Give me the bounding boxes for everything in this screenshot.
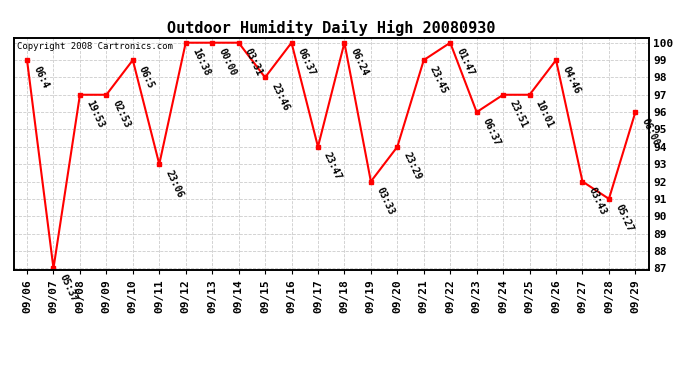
Text: 02:53: 02:53 bbox=[110, 99, 132, 130]
Text: 23:06: 23:06 bbox=[164, 168, 185, 199]
Text: 03:31: 03:31 bbox=[243, 47, 264, 78]
Text: 23:46: 23:46 bbox=[269, 82, 290, 112]
Text: Copyright 2008 Cartronics.com: Copyright 2008 Cartronics.com bbox=[17, 42, 173, 51]
Text: 16:38: 16:38 bbox=[190, 47, 211, 78]
Text: 04:46: 04:46 bbox=[560, 64, 582, 95]
Text: 06:24: 06:24 bbox=[348, 47, 370, 78]
Text: 05:27: 05:27 bbox=[613, 203, 635, 234]
Text: 03:43: 03:43 bbox=[586, 186, 608, 216]
Text: 19:53: 19:53 bbox=[84, 99, 106, 130]
Text: 06:4: 06:4 bbox=[31, 64, 50, 90]
Text: 23:45: 23:45 bbox=[428, 64, 449, 95]
Title: Outdoor Humidity Daily High 20080930: Outdoor Humidity Daily High 20080930 bbox=[167, 20, 495, 36]
Text: 00:00: 00:00 bbox=[217, 47, 238, 78]
Text: 06:37: 06:37 bbox=[481, 116, 502, 147]
Text: 06:5: 06:5 bbox=[137, 64, 156, 90]
Text: 06:37: 06:37 bbox=[296, 47, 317, 78]
Text: 23:51: 23:51 bbox=[507, 99, 529, 130]
Text: 10:01: 10:01 bbox=[534, 99, 555, 130]
Text: 23:29: 23:29 bbox=[402, 151, 423, 182]
Text: 06:00: 06:00 bbox=[640, 116, 661, 147]
Text: 23:47: 23:47 bbox=[322, 151, 344, 182]
Text: 05:37: 05:37 bbox=[58, 272, 79, 303]
Text: 03:33: 03:33 bbox=[375, 186, 397, 216]
Text: 01:47: 01:47 bbox=[455, 47, 476, 78]
